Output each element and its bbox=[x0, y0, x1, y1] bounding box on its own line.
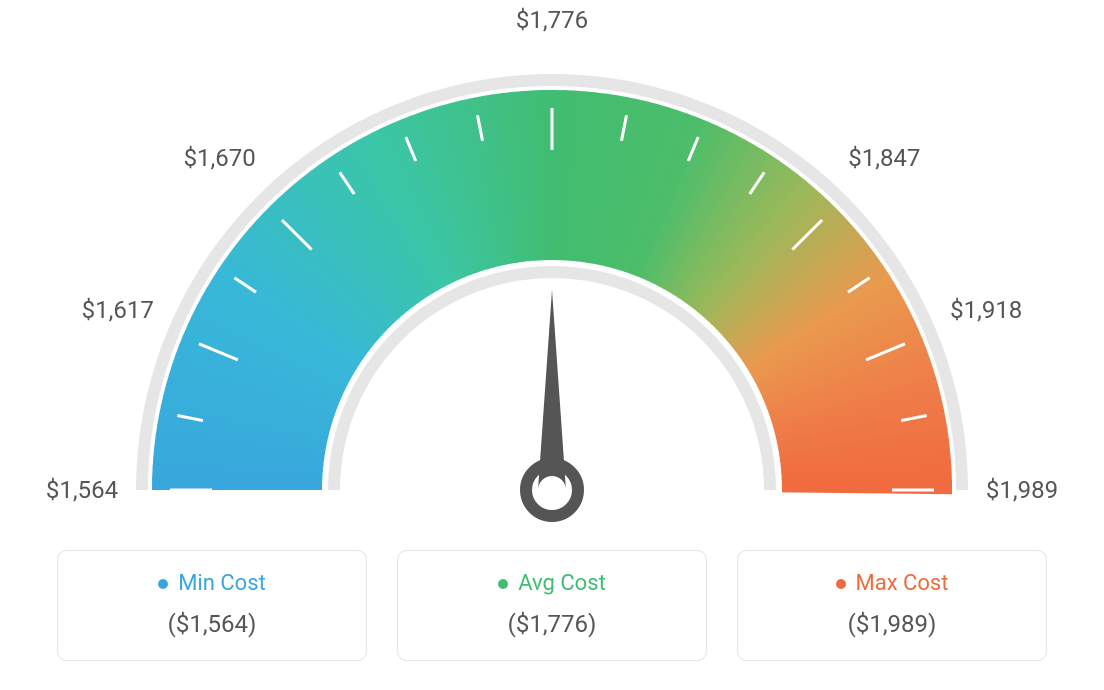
dot-icon bbox=[498, 579, 508, 589]
card-title-avg: Avg Cost bbox=[498, 571, 606, 596]
card-avg-cost: Avg Cost ($1,776) bbox=[397, 550, 707, 661]
card-title-text: Max Cost bbox=[856, 571, 949, 596]
gauge-scale-label: $1,918 bbox=[950, 296, 1022, 324]
card-min-cost: Min Cost ($1,564) bbox=[57, 550, 367, 661]
gauge-scale-label: $1,776 bbox=[516, 6, 588, 34]
gauge-svg bbox=[112, 30, 992, 550]
dot-icon bbox=[158, 579, 168, 589]
gauge-scale-label: $1,617 bbox=[82, 296, 154, 324]
card-value-max: ($1,989) bbox=[738, 610, 1046, 638]
gauge-scale-label: $1,989 bbox=[986, 476, 1058, 504]
card-title-max: Max Cost bbox=[836, 571, 949, 596]
card-title-text: Min Cost bbox=[178, 571, 266, 596]
summary-cards: Min Cost ($1,564) Avg Cost ($1,776) Max … bbox=[57, 550, 1047, 661]
gauge-scale-label: $1,670 bbox=[184, 144, 256, 172]
card-title-text: Avg Cost bbox=[518, 571, 606, 596]
card-max-cost: Max Cost ($1,989) bbox=[737, 550, 1047, 661]
gauge-chart: $1,564 $1,617 $1,670 $1,776 $1,847 $1,918 $1,9… bbox=[0, 0, 1104, 540]
gauge-scale-label: $1,564 bbox=[46, 476, 118, 504]
dot-icon bbox=[836, 579, 846, 589]
card-value-min: ($1,564) bbox=[58, 610, 366, 638]
card-value-avg: ($1,776) bbox=[398, 610, 706, 638]
card-title-min: Min Cost bbox=[158, 571, 266, 596]
gauge-scale-label: $1,847 bbox=[848, 144, 920, 172]
